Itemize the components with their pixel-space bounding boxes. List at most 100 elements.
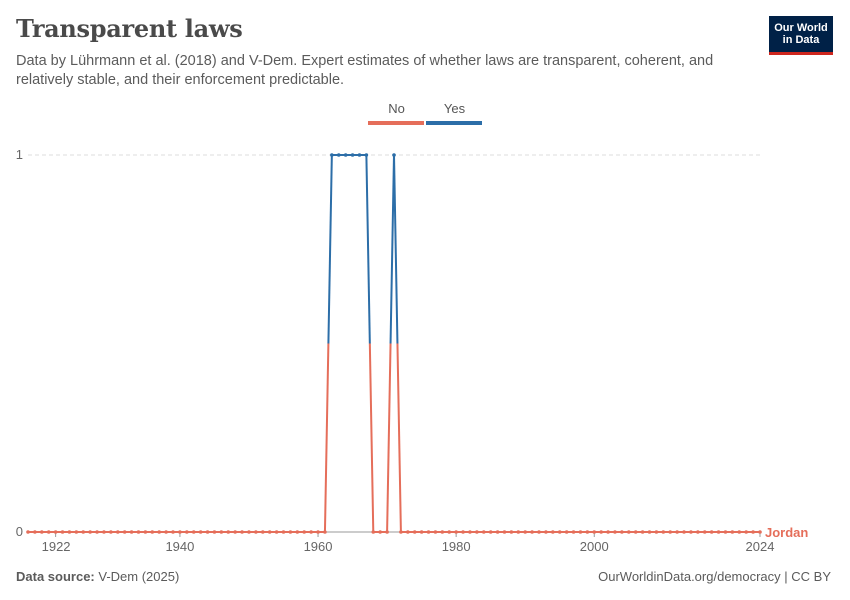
data-point (723, 530, 728, 534)
data-point (330, 153, 334, 157)
data-point (412, 530, 417, 534)
data-point (178, 530, 182, 534)
series-label: Jordan (765, 525, 808, 540)
data-point (260, 530, 265, 534)
data-point (219, 530, 224, 534)
data-point (295, 530, 300, 534)
data-point (481, 530, 486, 534)
data-point (399, 530, 403, 534)
data-point (122, 530, 127, 534)
data-point (730, 530, 735, 534)
data-point (488, 530, 493, 534)
x-tick-label: 2024 (746, 539, 775, 554)
data-point (702, 530, 707, 534)
data-point (557, 530, 562, 534)
data-point (502, 530, 507, 534)
data-point (440, 530, 445, 534)
data-point (433, 530, 438, 534)
owid-logo[interactable]: Our World in Data (769, 16, 833, 55)
data-point (696, 530, 700, 534)
data-point (544, 530, 548, 534)
data-point (530, 530, 534, 534)
data-point (205, 530, 210, 534)
data-point (371, 530, 376, 534)
data-point (185, 530, 189, 534)
x-tick-label: 1922 (42, 539, 71, 554)
data-point (323, 530, 327, 534)
series-segment (323, 343, 330, 533)
y-tick-label: 1 (16, 147, 23, 162)
data-point (661, 530, 666, 534)
data-point (60, 530, 65, 534)
data-point (461, 530, 465, 534)
data-point (454, 530, 458, 534)
data-point (302, 530, 307, 534)
data-point (40, 530, 44, 534)
data-point (599, 530, 603, 534)
data-point (378, 530, 382, 534)
data-point (385, 530, 389, 534)
credit-link[interactable]: OurWorldinData.org/democracy | CC BY (598, 569, 831, 584)
series-segment (396, 343, 402, 533)
data-point (682, 530, 686, 534)
data-point (143, 530, 148, 534)
data-point (247, 530, 251, 534)
legend-swatch (426, 121, 482, 125)
series-segment (389, 154, 395, 344)
legend-label: No (388, 101, 405, 116)
data-point (46, 530, 51, 534)
data-point (212, 530, 217, 534)
data-point (150, 530, 155, 534)
data-point (744, 530, 748, 534)
data-point (516, 530, 521, 534)
data-point (716, 530, 721, 534)
data-point (316, 530, 320, 534)
data-point (675, 530, 679, 534)
data-point (751, 530, 755, 534)
data-point (288, 530, 293, 534)
series-segment (386, 343, 392, 533)
data-point (171, 530, 175, 534)
data-point (509, 530, 514, 534)
data-point (689, 530, 693, 534)
series-segment (365, 154, 371, 344)
data-point (537, 530, 541, 534)
data-point (495, 530, 500, 534)
data-point (240, 530, 244, 534)
data-point (668, 530, 673, 534)
data-source-label: Data source: (16, 569, 95, 584)
data-source-value[interactable]: V-Dem (2025) (98, 569, 180, 584)
data-point (254, 530, 258, 534)
legend-label: Yes (444, 101, 466, 116)
data-point (281, 530, 286, 534)
data-point (191, 530, 196, 534)
data-point (343, 153, 348, 157)
chart-subtitle: Data by Lührmann et al. (2018) and V-Dem… (16, 53, 714, 88)
data-point (523, 530, 528, 534)
data-point (109, 530, 113, 534)
data-point (426, 530, 431, 534)
x-tick-label: 1940 (165, 539, 194, 554)
logo-line-2: in Data (782, 34, 820, 46)
series-segment (327, 154, 333, 344)
y-tick-label: 0 (16, 524, 23, 539)
data-point (364, 153, 369, 157)
data-point (606, 530, 610, 534)
series-segment (368, 343, 375, 533)
data-point (336, 153, 341, 157)
data-point (564, 530, 569, 534)
data-point (578, 530, 583, 534)
data-point (53, 530, 58, 534)
x-tick-label: 1960 (304, 539, 333, 554)
data-point (620, 530, 624, 534)
data-point (74, 530, 79, 534)
data-point (129, 530, 134, 534)
data-point (475, 530, 479, 534)
data-point (357, 153, 362, 157)
data-point (274, 530, 279, 534)
data-point (468, 530, 472, 534)
data-point (647, 530, 652, 534)
data-point (626, 530, 631, 534)
data-point (613, 530, 617, 534)
